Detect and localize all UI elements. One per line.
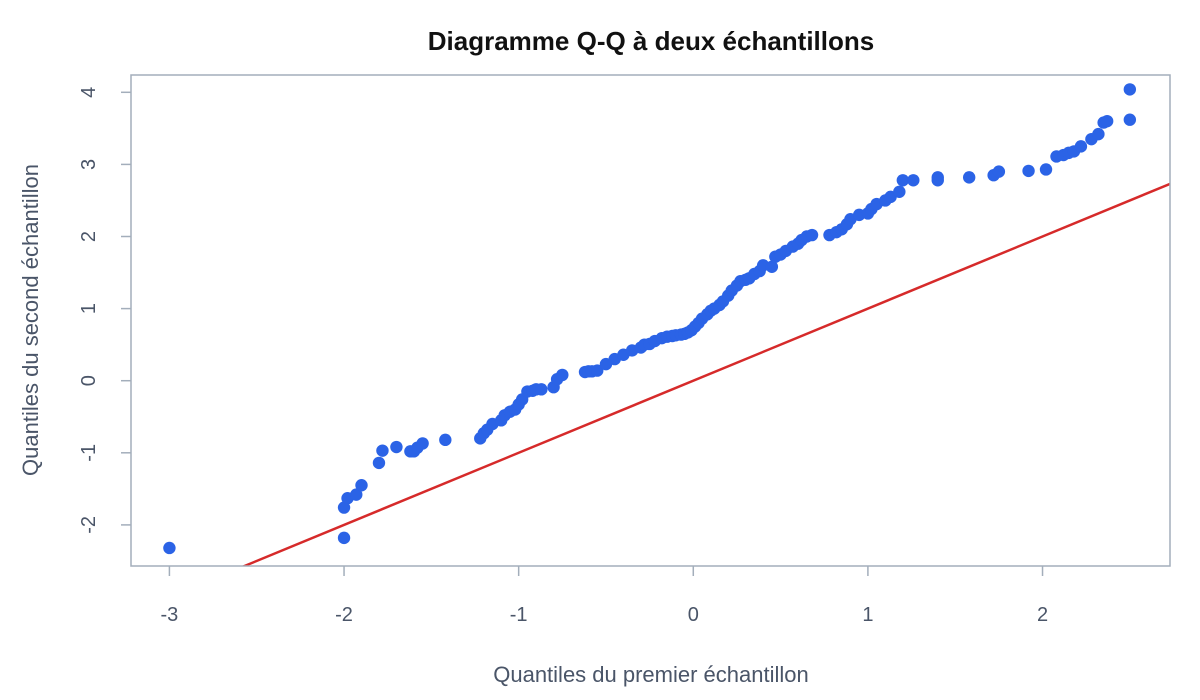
reference-line-group <box>241 182 1170 566</box>
data-point <box>962 171 976 184</box>
data-point <box>376 444 389 457</box>
plot-area <box>163 83 1170 566</box>
y-tick-label: 1 <box>78 303 100 314</box>
y-tick-label: -1 <box>78 444 100 462</box>
data-point <box>355 479 368 492</box>
data-point <box>1123 83 1137 96</box>
x-tick-label: -3 <box>161 604 179 626</box>
y-tick-label: 3 <box>78 159 100 170</box>
data-point <box>439 433 452 447</box>
data-points <box>163 83 1137 555</box>
data-point <box>372 456 386 470</box>
data-point <box>765 260 779 273</box>
data-point <box>163 541 176 555</box>
y-tick-label: 0 <box>78 375 100 386</box>
x-tick-label: 1 <box>862 604 873 626</box>
plot-frame <box>130 74 1171 567</box>
chart-title: Diagramme Q-Q à deux échantillons <box>428 26 874 56</box>
data-point <box>1022 164 1035 178</box>
x-axis-label: Quantiles du premier échantillon <box>493 662 809 687</box>
data-point <box>337 501 351 514</box>
data-point <box>893 185 906 199</box>
y-tick-label: 2 <box>78 231 100 242</box>
data-point <box>1100 114 1114 128</box>
data-point <box>1039 163 1053 176</box>
x-tick-label: 2 <box>1037 604 1048 626</box>
data-point <box>556 368 569 382</box>
data-point <box>907 174 920 187</box>
data-point <box>931 174 944 187</box>
x-tick-label: -1 <box>510 604 528 626</box>
data-point <box>992 165 1006 178</box>
x-tick-label: -2 <box>335 604 353 626</box>
data-point <box>1092 127 1105 141</box>
x-tick-label: 0 <box>688 604 699 626</box>
reference-line <box>241 182 1170 566</box>
data-point <box>350 488 363 501</box>
data-point <box>535 383 548 396</box>
data-point <box>805 228 819 242</box>
data-point <box>416 437 429 450</box>
data-point <box>1123 113 1137 126</box>
y-tick-label: -2 <box>78 516 100 534</box>
y-axis-label: Quantiles du second échantillon <box>18 164 43 476</box>
data-point <box>896 174 910 187</box>
data-point <box>337 531 351 545</box>
x-axis: -3 -2 -1 0 1 2 <box>161 566 1048 626</box>
y-tick-label: 4 <box>78 87 100 98</box>
data-point <box>1074 140 1088 153</box>
data-point <box>390 440 403 454</box>
data-point <box>591 364 604 377</box>
y-axis: -2 -1 0 1 2 3 4 <box>78 87 131 534</box>
